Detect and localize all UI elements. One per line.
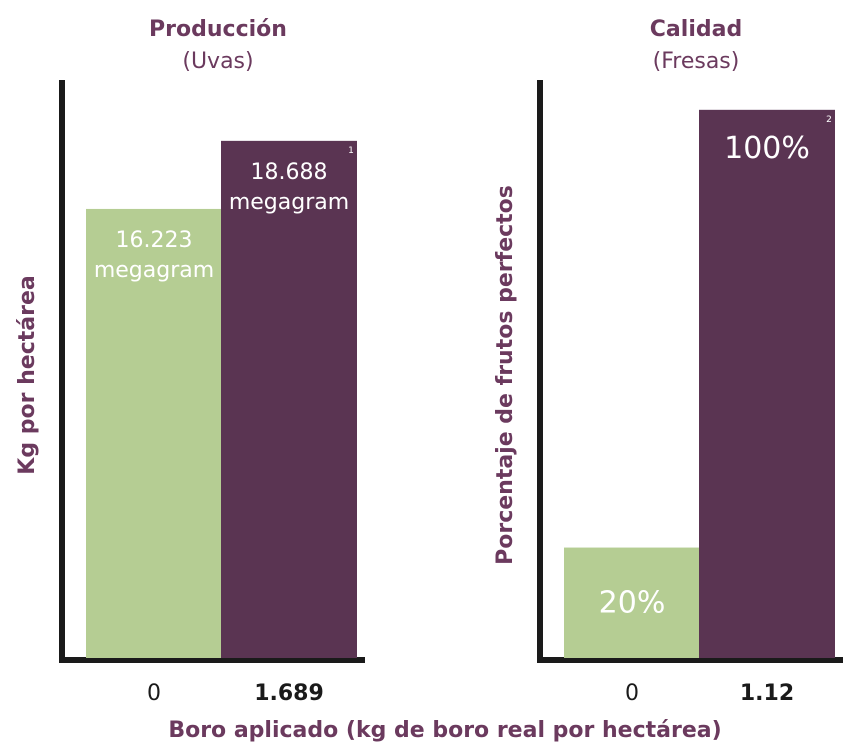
chart1-subtitle: (Uvas) (182, 49, 253, 74)
chart1-value-label-0-0: 16.223 (116, 228, 193, 253)
chart2-bar-0 (564, 547, 700, 658)
chart2-title: Calidad (650, 17, 742, 42)
chart1-value-label-1-1: megagram (229, 190, 349, 215)
chart2-tick-0: 0 (625, 681, 639, 706)
chart2-ylabel: Porcentaje de frutos perfectos (493, 185, 518, 565)
chart2-subtitle: (Fresas) (653, 49, 740, 74)
chart2-tick-1: 1.12 (740, 681, 794, 706)
chart2-bar-1 (699, 109, 835, 658)
chart2-footnote-1: 2 (826, 115, 832, 125)
chart1-bar-0 (86, 208, 222, 658)
shared-xlabel: Boro aplicado (kg de boro real por hectá… (168, 718, 721, 743)
chart2-value-label-1-0: 100% (724, 131, 810, 166)
chart1-title: Producción (149, 17, 287, 42)
chart1-value-label-1-0: 18.688 (251, 160, 328, 185)
chart1-bar-1 (221, 140, 357, 659)
chart2-value-label-0-0: 20% (599, 585, 666, 620)
chart1-value-label-0-1: megagram (94, 258, 214, 283)
chart1-ylabel: Kg por hectárea (15, 275, 40, 474)
chart1-footnote-1: 1 (348, 146, 354, 156)
chart1-tick-0: 0 (147, 681, 161, 706)
chart1-tick-1: 1.689 (254, 681, 324, 706)
